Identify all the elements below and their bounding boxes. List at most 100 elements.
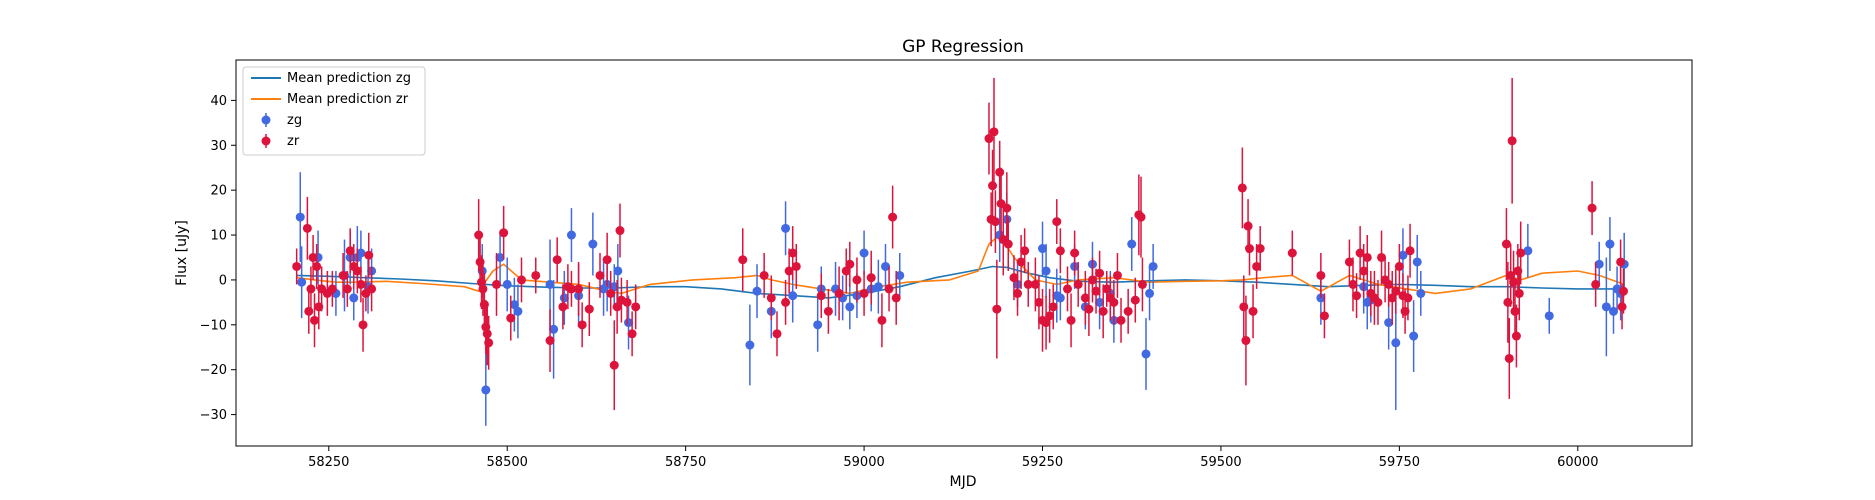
data-point-zr xyxy=(1066,315,1076,325)
data-point-zr xyxy=(577,320,587,330)
data-point-zr xyxy=(310,315,320,325)
data-point-zr xyxy=(1501,239,1511,249)
data-point-zr xyxy=(995,167,1005,177)
x-tick-label: 59500 xyxy=(1200,455,1241,470)
data-point-zr xyxy=(1087,275,1097,285)
data-point-zg xyxy=(295,212,305,222)
data-point-zr xyxy=(1391,286,1401,296)
data-point-zr xyxy=(738,255,748,265)
data-point-zr xyxy=(306,284,316,294)
data-point-zg xyxy=(624,318,634,328)
data-point-zr xyxy=(1514,288,1524,298)
data-point-zr xyxy=(1016,257,1026,267)
data-point-zr xyxy=(1587,203,1597,213)
data-point-zg xyxy=(513,306,523,316)
data-point-zg xyxy=(745,340,755,350)
data-point-zr xyxy=(1516,248,1526,258)
legend-swatch-zg-marker xyxy=(261,115,271,125)
legend-label: Mean prediction zg xyxy=(287,71,411,86)
data-point-zr xyxy=(302,223,312,233)
data-point-zr xyxy=(606,288,616,298)
data-point-zr xyxy=(1355,248,1365,258)
data-point-zr xyxy=(791,261,801,271)
x-tick-label: 59750 xyxy=(1379,455,1420,470)
data-point-zr xyxy=(788,248,798,258)
data-point-zr xyxy=(338,270,348,280)
data-point-zr xyxy=(1591,279,1601,289)
data-point-zr xyxy=(312,261,322,271)
y-tick-label: 10 xyxy=(210,229,227,244)
data-point-zg xyxy=(502,279,512,289)
data-point-zr xyxy=(1509,277,1519,287)
data-point-zr xyxy=(352,266,362,276)
data-point-zr xyxy=(474,230,484,240)
data-point-zg xyxy=(1412,257,1422,267)
data-point-zr xyxy=(1070,248,1080,258)
data-point-zr xyxy=(1618,286,1628,296)
data-point-zr xyxy=(358,320,368,330)
data-point-zr xyxy=(1617,302,1627,312)
legend-swatch-zr-marker xyxy=(261,136,271,146)
data-point-zr xyxy=(327,284,337,294)
data-point-zr xyxy=(759,270,769,280)
data-point-zr xyxy=(772,329,782,339)
data-point-zg xyxy=(559,293,569,303)
x-tick-label: 59000 xyxy=(843,455,884,470)
data-point-zr xyxy=(482,329,492,339)
data-point-zg xyxy=(1416,288,1426,298)
data-point-zr xyxy=(631,302,641,312)
data-point-zr xyxy=(1316,270,1326,280)
x-axis-ticks: 58250 58500 58750 59000 59250 59500 59750 60000 xyxy=(308,446,1598,470)
data-points xyxy=(292,77,1629,426)
data-point-zr xyxy=(1123,306,1133,316)
data-point-zr xyxy=(988,181,998,191)
y-tick-label: 20 xyxy=(210,184,227,199)
data-point-zr xyxy=(834,288,844,298)
data-point-zr xyxy=(342,284,352,294)
data-point-zr xyxy=(1319,311,1329,321)
data-point-zg xyxy=(1041,266,1051,276)
data-point-zr xyxy=(1504,353,1514,363)
data-point-zr xyxy=(531,270,541,280)
data-point-zr xyxy=(1387,293,1397,303)
data-point-zr xyxy=(841,266,851,276)
data-point-zg xyxy=(845,302,855,312)
data-point-zr xyxy=(852,275,862,285)
data-point-zr xyxy=(1616,257,1626,267)
data-point-zr xyxy=(1041,318,1051,328)
data-point-zg xyxy=(873,282,883,292)
data-point-zg xyxy=(1601,302,1611,312)
data-point-zr xyxy=(1116,315,1126,325)
data-point-zr xyxy=(1255,244,1265,254)
data-point-zr xyxy=(506,313,516,323)
data-point-zr xyxy=(1362,252,1372,262)
data-point-zr xyxy=(1384,279,1394,289)
data-point-zg xyxy=(895,270,905,280)
data-point-zr xyxy=(1084,304,1094,314)
data-point-zg xyxy=(1055,293,1065,303)
legend: Mean prediction zg Mean prediction zr zg… xyxy=(242,66,426,156)
data-point-zr xyxy=(345,246,355,256)
data-point-zg xyxy=(509,300,519,310)
data-point-zr xyxy=(292,261,302,271)
data-point-zr xyxy=(888,212,898,222)
data-point-zr xyxy=(1344,257,1354,267)
data-point-zr xyxy=(516,275,526,285)
data-point-zg xyxy=(566,230,576,240)
x-tick-label: 58250 xyxy=(308,455,349,470)
data-point-zr xyxy=(609,360,619,370)
data-point-zr xyxy=(877,315,887,325)
data-point-zr xyxy=(816,291,826,301)
data-point-zr xyxy=(891,293,901,303)
x-tick-label: 59250 xyxy=(1022,455,1063,470)
data-point-zr xyxy=(1095,268,1105,278)
data-point-zr xyxy=(566,284,576,294)
data-point-zr xyxy=(1394,261,1404,271)
data-point-zr xyxy=(1252,261,1262,271)
data-point-zr xyxy=(1062,284,1072,294)
data-point-zr xyxy=(1244,244,1254,254)
data-point-zr xyxy=(781,297,791,307)
data-point-zr xyxy=(1373,297,1383,307)
data-point-zg xyxy=(356,248,366,258)
legend-label: zr xyxy=(287,134,300,149)
